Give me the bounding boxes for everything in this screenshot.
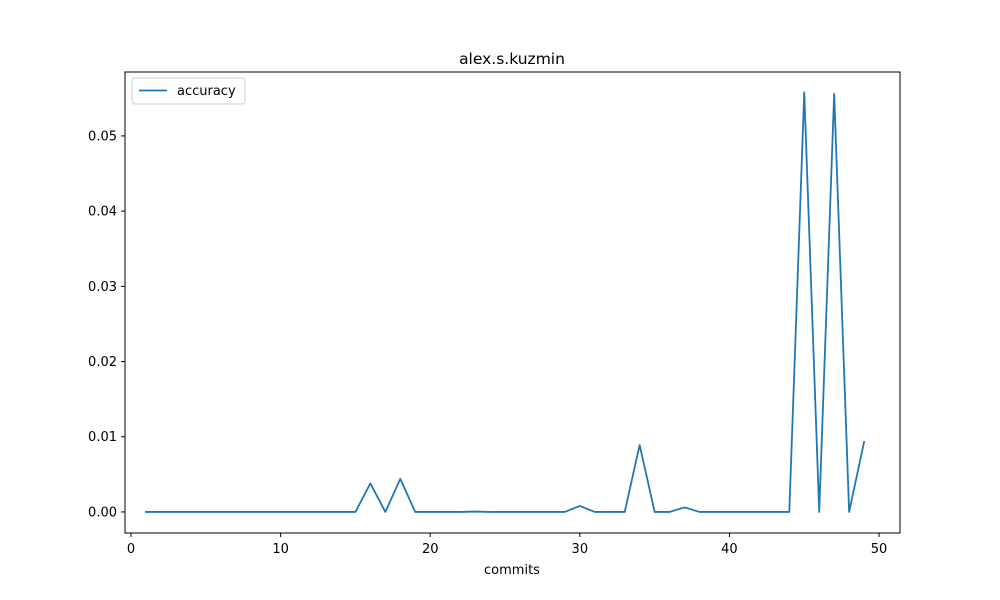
- y-tick-label: 0.00: [88, 505, 117, 520]
- y-axis: 0.00 0.01 0.02 0.03 0.04 0.05: [88, 129, 125, 520]
- y-tick-label: 0.05: [88, 129, 117, 144]
- x-axis-label: commits: [484, 563, 540, 578]
- legend-box: [131, 77, 246, 105]
- series-line-accuracy: [145, 91, 866, 513]
- x-tick-label: 0: [127, 542, 135, 557]
- y-tick-label: 0.03: [88, 280, 117, 295]
- legend-label: accuracy: [177, 84, 236, 99]
- x-tick-label: 20: [422, 542, 439, 557]
- y-tick-label: 0.04: [88, 205, 117, 220]
- x-axis: 0 10 20 30 40 50: [127, 533, 887, 557]
- y-tick-label: 0.01: [88, 430, 117, 445]
- x-tick-label: 10: [272, 542, 289, 557]
- y-tick-label: 0.02: [88, 355, 117, 370]
- series-group: [145, 91, 866, 513]
- x-tick-label: 50: [871, 542, 888, 557]
- chart-title: alex.s.kuzmin: [459, 50, 565, 68]
- legend: accuracy: [131, 77, 246, 105]
- x-tick-label: 40: [721, 542, 738, 557]
- x-tick-label: 30: [572, 542, 589, 557]
- plot-frame: [124, 71, 901, 534]
